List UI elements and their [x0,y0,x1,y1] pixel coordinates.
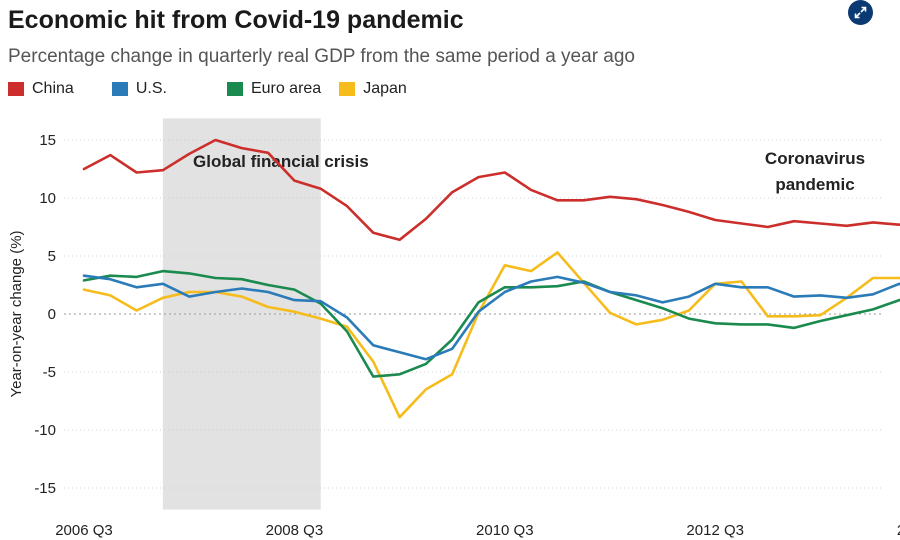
annotation-financial-crisis: Global financial crisis [193,152,369,171]
annotation-pandemic-line2: pandemic [775,175,854,194]
series-line-u-s [82,274,900,361]
y-tick-label: -10 [34,422,56,439]
chart-title: Economic hit from Covid-19 pandemic [8,6,464,34]
legend-swatch [339,82,356,96]
chart-subtitle: Percentage change in quarterly real GDP … [8,46,635,67]
y-tick-label: 15 [39,132,56,149]
y-tick-label: 5 [48,248,56,265]
x-tick-label: 2006 Q3 [55,522,113,539]
legend-label: Japan [363,80,407,97]
legend-item-euro-area: Euro area [226,80,322,98]
x-tick-label: 2008 Q3 [266,522,324,539]
legend-label: China [32,80,74,97]
y-axis-label: Year-on-year change (%) [8,230,25,397]
y-tick-label: -5 [43,364,56,381]
y-tick-label: -15 [34,480,56,497]
legend-item-japan: Japan [339,80,407,98]
y-tick-label: 10 [39,190,56,207]
x-tick-label: 2014 Q3 [897,522,900,539]
y-tick-label: 0 [48,306,56,323]
legend-item-china: China [8,80,74,98]
legend-swatch [226,82,243,96]
expand-icon [854,6,867,19]
x-tick-label: 2012 Q3 [686,522,744,539]
legend-label: U.S. [135,80,167,97]
expand-button[interactable] [848,0,873,25]
legend-swatch [8,82,24,96]
legend-item-us: U.S. [111,80,167,98]
legend-label: Euro area [250,80,322,97]
annotation-pandemic-line1: Coronavirus [765,149,865,168]
x-tick-label: 2010 Q3 [476,522,534,539]
legend: China U.S. Euro area Japan [8,80,429,98]
financial-crisis-shading [162,118,321,510]
series-line-china [82,138,900,242]
series-line-euro-area [82,269,900,378]
legend-swatch [111,82,128,96]
